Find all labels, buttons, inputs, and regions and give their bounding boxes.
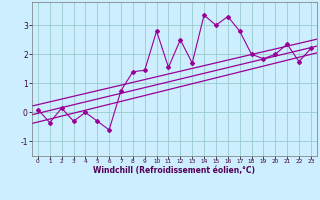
X-axis label: Windchill (Refroidissement éolien,°C): Windchill (Refroidissement éolien,°C) <box>93 166 255 175</box>
